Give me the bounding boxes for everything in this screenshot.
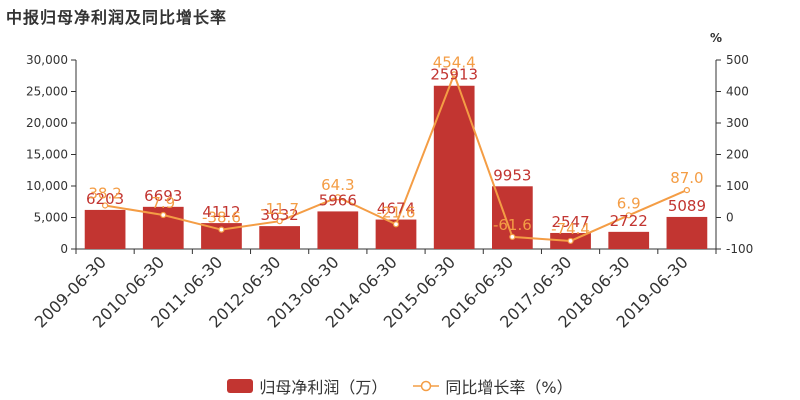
growth-value-label: -11.7	[260, 200, 299, 218]
bar-value-label: 6203	[86, 190, 124, 208]
y-left-tick-label: 0	[60, 242, 68, 256]
bar-value-label: 5089	[668, 197, 706, 215]
growth-point	[451, 71, 458, 78]
y-left-tick-label: 20,000	[26, 116, 68, 130]
bar	[84, 209, 126, 249]
growth-point	[334, 194, 341, 201]
y-right-tick-label: 400	[726, 85, 749, 99]
growth-value-label: -74.4	[551, 220, 590, 238]
growth-point	[392, 221, 400, 228]
bar-value-label: 3632	[261, 206, 299, 224]
y-left-tick-label: 10,000	[26, 179, 68, 193]
growth-value-label: 87.0	[670, 169, 703, 187]
growth-value-label: 7.9	[151, 194, 175, 212]
growth-point	[567, 237, 574, 245]
bar	[317, 211, 359, 249]
growth-value-label: -38.6	[202, 209, 241, 227]
bar	[259, 226, 300, 249]
growth-value-label: 64.3	[321, 176, 354, 194]
y-right-tick-label: 100	[726, 179, 749, 193]
chart-title: 中报归母净利润及同比增长率	[6, 8, 228, 27]
y-right-tick-label: 200	[726, 148, 749, 162]
y-right-tick-label: -100	[726, 242, 753, 256]
bar-value-label: 25913	[430, 66, 478, 84]
y-right-unit-label: %	[710, 31, 722, 45]
y-left-tick-label: 15,000	[26, 148, 68, 162]
growth-value-label: 38.2	[88, 184, 121, 202]
legend-label-profit: 归母净利润（万）	[259, 378, 388, 397]
y-left-tick-label: 30,000	[26, 53, 68, 67]
growth-value-label: 6.9	[617, 194, 641, 212]
growth-value-label: -21.6	[377, 203, 416, 221]
legend-item-growth[interactable]: 同比增长率（%）	[413, 374, 573, 398]
y-left-tick-label: 25,000	[26, 85, 68, 99]
growth-value-label: -61.6	[493, 216, 532, 234]
legend-line-swatch	[413, 380, 440, 392]
growth-point	[218, 226, 225, 233]
legend-bar-swatch	[227, 379, 254, 393]
y-right-tick-label: 500	[726, 53, 749, 67]
bar-value-label: 9953	[493, 166, 531, 184]
growth-point	[276, 218, 283, 225]
y-right-tick-label: 300	[726, 116, 749, 130]
bar-value-label: 4674	[377, 200, 415, 218]
bar-value-label: 6693	[144, 187, 182, 205]
y-right-tick-label: 0	[726, 211, 734, 225]
growth-point	[509, 233, 516, 241]
legend: 归母净利润（万） 同比增长率（%）	[0, 374, 800, 398]
y-left-tick-label: 5,000	[34, 211, 68, 225]
bar-value-label: 5966	[319, 191, 357, 209]
growth-point	[160, 211, 167, 219]
growth-value-label: 454.4	[433, 53, 476, 71]
bar	[666, 216, 708, 249]
bar-value-label: 4112	[202, 203, 240, 221]
growth-point	[683, 186, 691, 194]
growth-point	[101, 202, 109, 209]
bar-value-label: 2547	[551, 213, 589, 231]
growth-point	[625, 212, 632, 219]
legend-label-growth: 同比增长率（%）	[445, 378, 573, 397]
bar-value-label: 2722	[610, 212, 648, 230]
bar	[608, 231, 650, 249]
legend-item-profit[interactable]: 归母净利润（万）	[227, 374, 387, 398]
